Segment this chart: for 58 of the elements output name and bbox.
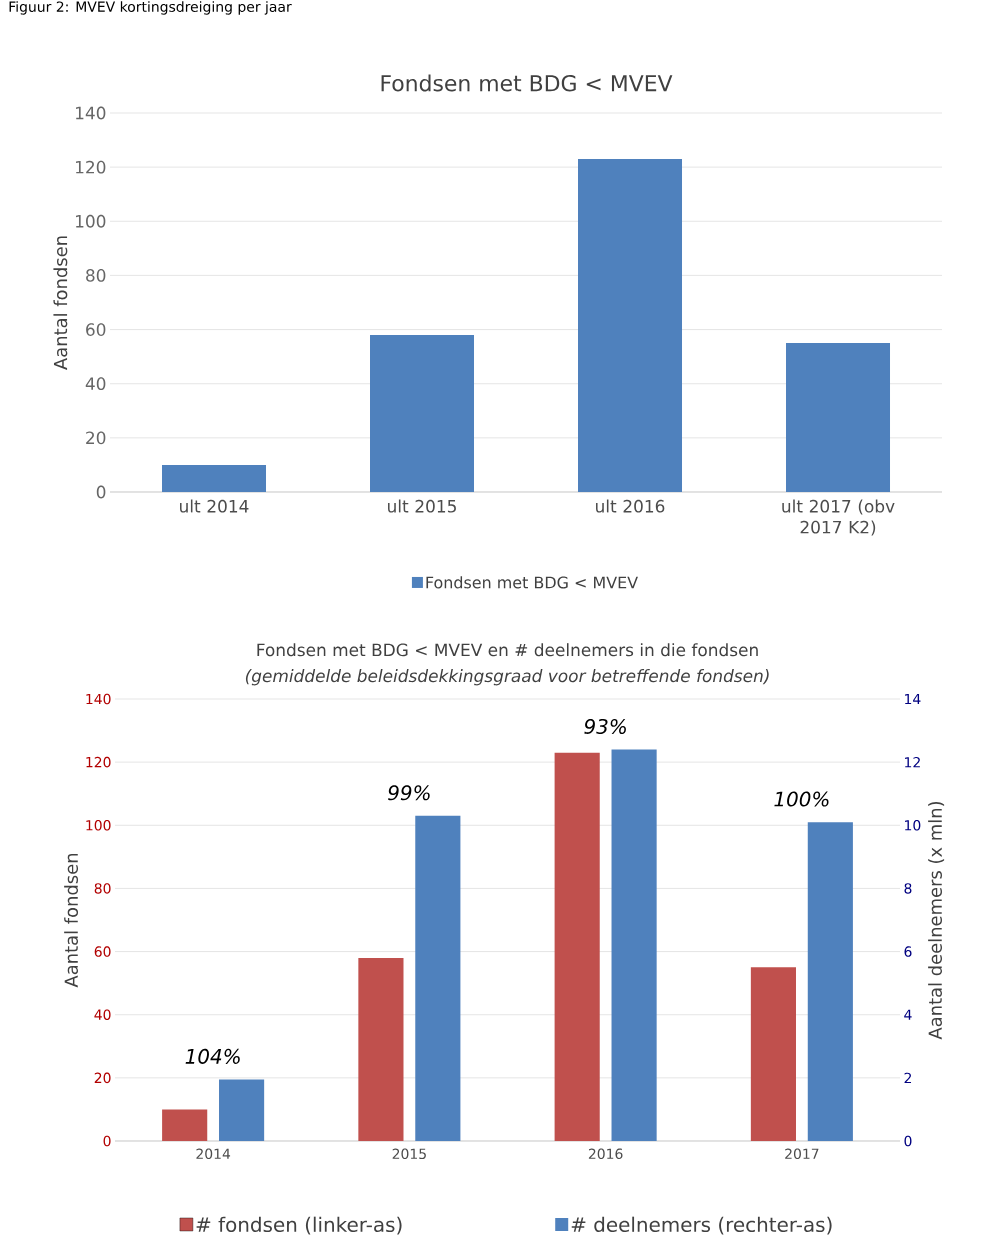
x-tick-label: 2015 [392, 1148, 426, 1160]
annotation: 93% [584, 718, 626, 734]
bar [750, 967, 796, 1141]
chart-title: Fondsen met BDG < MVEV en # deelnemers in die fondsen [257, 643, 758, 657]
bar [807, 822, 853, 1141]
y-tick-label: 20 [94, 1072, 111, 1084]
y2-tick-label: 12 [905, 756, 920, 768]
y-tick-label: 60 [86, 323, 106, 336]
y-tick-label: 80 [94, 883, 111, 894]
x-tick-label: 2016 [588, 1148, 623, 1160]
y2-tick-label: 4 [904, 1009, 912, 1020]
bar [162, 464, 266, 492]
x-tick-label: ult 2017 (obv 2017 K2) [782, 499, 895, 536]
y-tick-label: 100 [86, 820, 111, 831]
annotation: 99% [388, 785, 430, 801]
x-tick-label: 2014 [196, 1148, 231, 1160]
y-tick-label: 100 [76, 214, 106, 228]
legend-label: # fondsen (linker-as) [196, 1216, 402, 1235]
annotation: 100% [774, 791, 829, 807]
y-tick-label: 80 [86, 269, 106, 282]
y-tick-label: 20 [86, 431, 106, 445]
x-tick-label: ult 2014 [180, 499, 249, 513]
chart-title: Fondsen met BDG < MVEV [381, 74, 673, 92]
bar [415, 815, 461, 1141]
y-tick-label: 120 [76, 160, 106, 174]
legend-label: # deelnemers (rechter-as) [571, 1216, 832, 1235]
bar [611, 749, 657, 1141]
y-tick-label: 40 [94, 1009, 111, 1020]
y-tick-label: 60 [94, 946, 111, 957]
bar [786, 343, 891, 492]
legend-label: Fondsen met BDG < MVEV [426, 576, 638, 589]
y2-tick-label: 8 [904, 883, 912, 894]
y2-tick-label: 2 [904, 1072, 912, 1084]
y-axis-title: Aantal fondsen [53, 236, 68, 370]
x-tick-label: 2017 [785, 1148, 819, 1160]
bar [554, 752, 600, 1141]
y-tick-label: 120 [86, 756, 111, 768]
annotation: 104% [185, 1048, 240, 1064]
chart-subtitle: (gemiddelde beleidsdekkingsgraad voor betreffende fondsen) [245, 669, 769, 686]
bar [370, 334, 474, 492]
y2-tick-label: 0 [904, 1135, 912, 1147]
bar [578, 159, 683, 492]
y-axis-title: Aantal fondsen [64, 853, 79, 988]
y2-axis-title: Aantal deelnemers (x mln) [928, 801, 945, 1040]
y2-tick-label: 6 [904, 946, 912, 957]
y-tick-label: 140 [76, 106, 106, 120]
y-tick-label: 0 [103, 1135, 111, 1147]
y2-tick-label: 10 [905, 820, 921, 831]
bar [162, 1109, 208, 1141]
text: Figuur 2: MVEV kortingsdreiging per jaar [9, 1, 292, 15]
x-tick-label: ult 2016 [596, 499, 665, 513]
y-tick-label: 140 [86, 693, 111, 705]
y2-tick-label: 14 [905, 693, 921, 705]
y-tick-label: 40 [85, 377, 106, 391]
bar [219, 1079, 265, 1141]
bar [358, 957, 404, 1141]
x-tick-label: ult 2015 [388, 499, 456, 513]
y-tick-label: 0 [96, 485, 106, 499]
